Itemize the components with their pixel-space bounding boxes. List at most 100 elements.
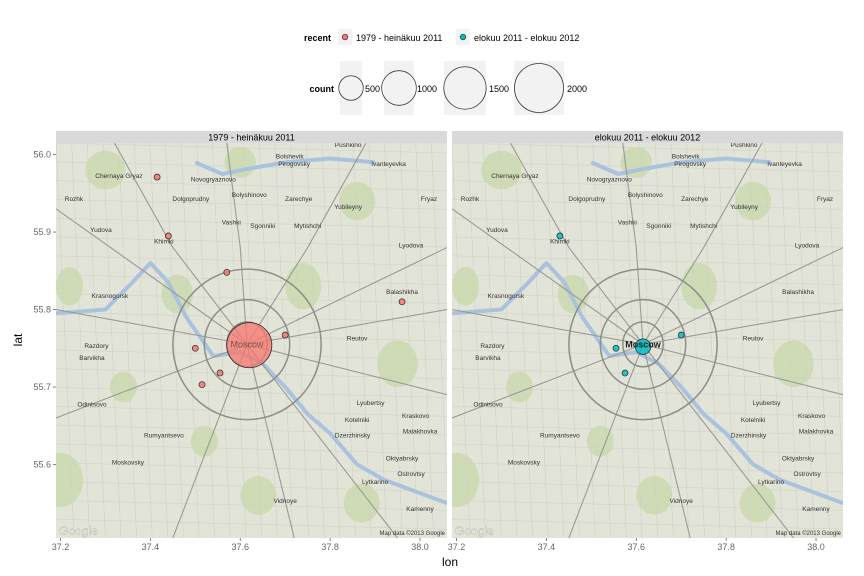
x-tick-label: 37.6 bbox=[231, 542, 249, 552]
map-place-label: Pirogovsky bbox=[278, 161, 311, 168]
map-place-label: Novogryaznovo bbox=[191, 177, 237, 184]
map-place-label: Sgonniki bbox=[646, 223, 671, 230]
map-highway bbox=[56, 308, 248, 345]
data-point bbox=[223, 268, 231, 276]
map-street bbox=[196, 143, 216, 538]
map-place-label: Bolshevik bbox=[276, 153, 305, 160]
map-place-label: Ostrovtsy bbox=[793, 471, 821, 478]
map-highway bbox=[452, 208, 644, 345]
map-highway bbox=[642, 143, 763, 345]
map-park bbox=[636, 476, 673, 515]
map-place-label: Kamenny bbox=[802, 506, 830, 513]
map-street bbox=[384, 143, 403, 538]
map-place-label: Malakhovka bbox=[799, 428, 834, 435]
data-point bbox=[164, 232, 172, 240]
map-street bbox=[56, 518, 447, 530]
map-street bbox=[56, 462, 447, 474]
map-street bbox=[701, 143, 721, 538]
panels: 1979 - heinäkuu 2011 Chernaya Gryaz Novogr… bbox=[56, 131, 843, 538]
map-street bbox=[56, 443, 447, 455]
map-street bbox=[56, 481, 447, 492]
map-street bbox=[452, 443, 843, 455]
map-street bbox=[452, 481, 843, 492]
map-place-label: Mytishchi bbox=[690, 223, 717, 230]
map-place-label: Sgonniki bbox=[250, 223, 275, 230]
map-highway bbox=[56, 208, 248, 345]
map-ring-road bbox=[568, 268, 718, 421]
map-highway bbox=[246, 343, 447, 396]
map-place-label: Vashki bbox=[222, 219, 241, 226]
map-river bbox=[590, 156, 772, 176]
legend-size-label: 2000 bbox=[567, 84, 587, 94]
map-place-label: Yubileyny bbox=[334, 204, 363, 211]
map-place-label: Lyodova bbox=[399, 243, 424, 250]
map-place-label: Zarechye bbox=[285, 196, 312, 203]
map-street bbox=[149, 143, 169, 538]
map-street bbox=[452, 518, 843, 530]
map-street bbox=[452, 255, 843, 267]
x-tick-label: 37.8 bbox=[321, 542, 339, 552]
map-street bbox=[56, 217, 447, 229]
y-tick-label: 56.0 bbox=[33, 150, 51, 160]
map-place-label: Fryaz bbox=[421, 196, 437, 203]
map-street bbox=[452, 406, 843, 417]
x-tick-label: 37.2 bbox=[52, 542, 70, 552]
map-place-label: Ivanteyevka bbox=[767, 161, 802, 168]
map-street bbox=[452, 199, 843, 210]
map-highway bbox=[509, 143, 644, 345]
map-highway bbox=[56, 343, 248, 419]
map-place-label: Dzerzhinsky bbox=[335, 432, 371, 439]
data-point bbox=[634, 338, 652, 355]
map-street bbox=[290, 143, 309, 538]
map-place-label: Rumyantsevo bbox=[144, 432, 184, 439]
map-park bbox=[377, 340, 418, 387]
data-point bbox=[216, 369, 224, 377]
map-place-label: Ostrovtsy bbox=[397, 471, 425, 478]
map-place-label: Balashikha bbox=[386, 289, 418, 296]
map-highway bbox=[246, 247, 447, 345]
map-place-label: Kamenny bbox=[406, 506, 434, 513]
map-street bbox=[623, 143, 643, 538]
map-street bbox=[514, 143, 533, 538]
strip-label: elokuu 2011 - elokuu 2012 bbox=[595, 133, 700, 143]
map-place-label: Kraskovo bbox=[402, 413, 429, 420]
x-tick-label: 37.4 bbox=[142, 542, 160, 552]
map-street bbox=[452, 349, 843, 361]
map-highway bbox=[642, 344, 794, 538]
legend-color-title: recent bbox=[304, 33, 331, 43]
map-place-label: Barvikha bbox=[79, 355, 105, 362]
map-street bbox=[337, 143, 356, 538]
map-place-label: Lytkarino bbox=[362, 479, 389, 486]
data-point bbox=[677, 331, 685, 339]
map-highway bbox=[113, 143, 248, 345]
legend-color-key-point bbox=[341, 33, 349, 41]
map-street bbox=[576, 143, 596, 538]
map-street bbox=[56, 500, 447, 511]
legend-size-key-circle bbox=[514, 63, 564, 113]
map-park bbox=[56, 452, 83, 508]
map-street bbox=[452, 387, 843, 398]
map-street bbox=[165, 143, 184, 538]
map-place-label: Odintsovo bbox=[77, 401, 107, 408]
map-place-label: Rozhk bbox=[461, 196, 480, 203]
map-place-label: Dolgoprudny bbox=[172, 196, 210, 203]
strip-bg bbox=[452, 131, 843, 143]
map-street bbox=[56, 180, 447, 191]
legend-color-label: 1979 - heinäkuu 2011 bbox=[356, 33, 442, 43]
legend-color-keys: 1979 - heinäkuu 2011 elokuu 2011 - elokuu… bbox=[338, 29, 579, 45]
map-place-label: Vidnoye bbox=[670, 498, 694, 505]
map-place-label: Krasnogorsk bbox=[92, 293, 129, 300]
map-place-label: Yubileyny bbox=[730, 204, 759, 211]
map-street bbox=[305, 143, 325, 538]
map-park bbox=[85, 150, 126, 190]
map-street bbox=[452, 143, 471, 538]
map-street bbox=[56, 406, 447, 417]
map-street bbox=[321, 143, 341, 538]
map-street bbox=[608, 143, 627, 538]
map-street bbox=[483, 143, 502, 538]
legend: recent 1979 - heinäkuu 2011 elokuu 2011 -… bbox=[304, 29, 587, 115]
map-place-label: Bolyshinovo bbox=[628, 192, 663, 199]
map-place-label: Khimki bbox=[550, 239, 570, 246]
map-place-label: Barvikha bbox=[475, 355, 501, 362]
map-street bbox=[56, 199, 447, 210]
